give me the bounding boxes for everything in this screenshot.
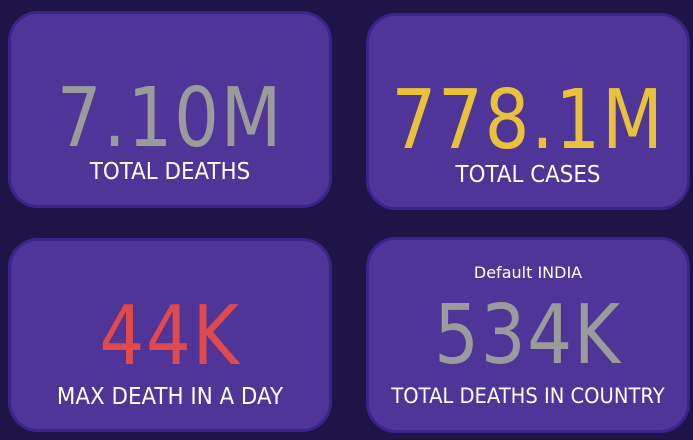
total-deaths-value: 7.10M <box>56 71 284 166</box>
total-cases-label: TOTAL CASES <box>455 162 601 188</box>
kpi-card-total-cases[interactable]: 778.1M TOTAL CASES <box>366 13 690 210</box>
kpi-card-max-death-in-a-day[interactable]: 44K MAX DEATH IN A DAY <box>8 238 332 432</box>
total-deaths-in-country-value: 534K <box>434 288 622 383</box>
total-cases-value: 778.1M <box>391 73 665 168</box>
kpi-card-total-deaths[interactable]: 7.10M TOTAL DEATHS <box>8 11 332 208</box>
total-deaths-in-country-label: TOTAL DEATHS IN COUNTRY <box>391 384 665 408</box>
kpi-card-total-deaths-in-country[interactable]: Default INDIA 534K TOTAL DEATHS IN COUNT… <box>366 237 690 433</box>
default-country-note: Default INDIA <box>473 263 583 282</box>
max-death-in-a-day-value: 44K <box>99 289 241 384</box>
total-deaths-label: TOTAL DEATHS <box>89 159 251 185</box>
max-death-in-a-day-label: MAX DEATH IN A DAY <box>56 384 284 410</box>
